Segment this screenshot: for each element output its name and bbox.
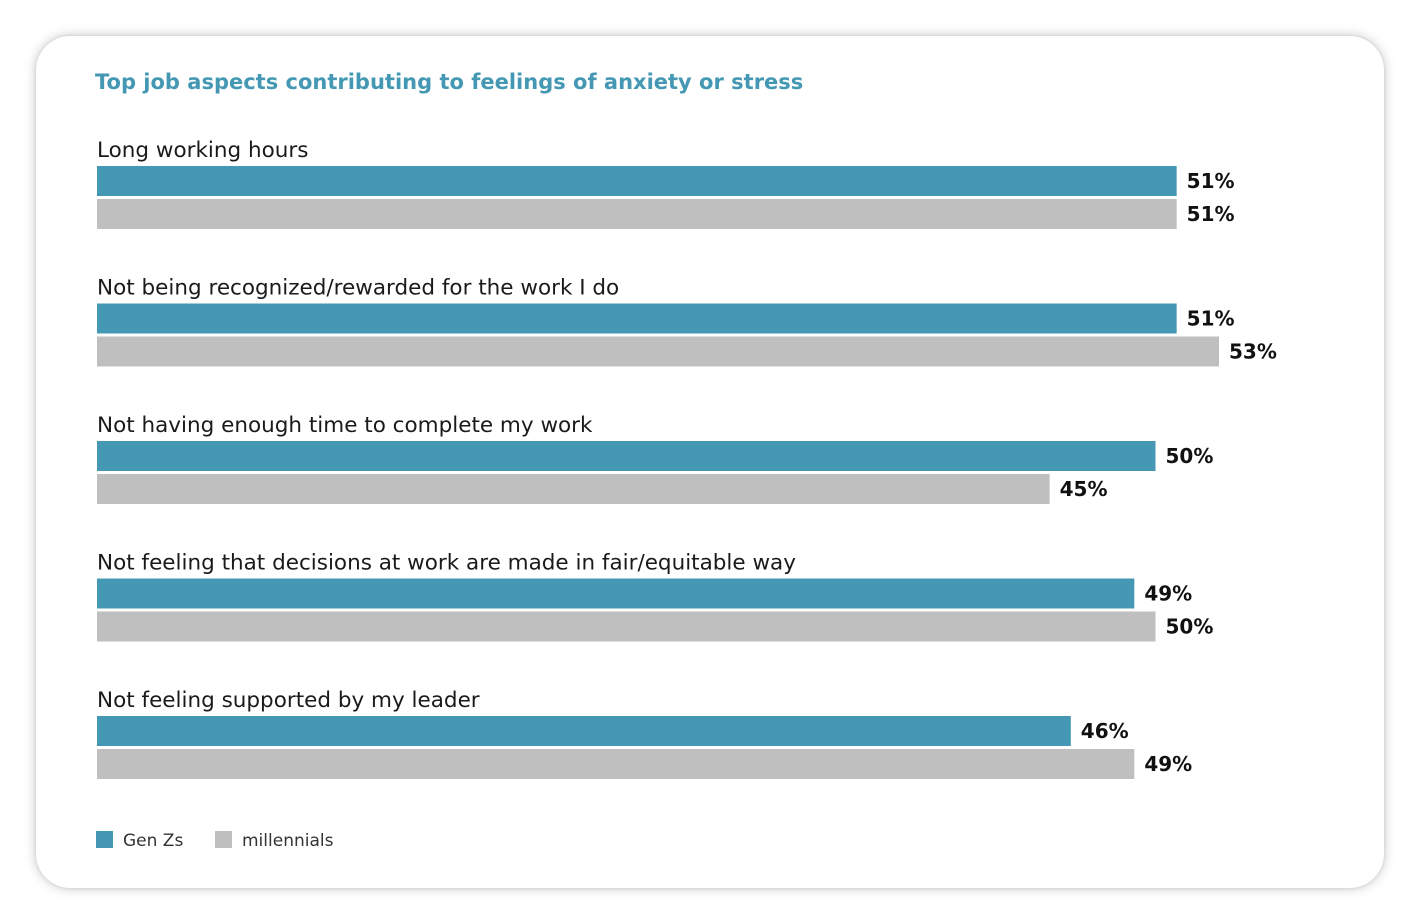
bar-genz bbox=[97, 166, 1177, 196]
category-label: Not feeling supported by my leader bbox=[97, 688, 480, 713]
category-label: Long working hours bbox=[97, 138, 308, 163]
category-group: Long working hours 51% 51% bbox=[97, 138, 1235, 229]
value-label-genz: 51% bbox=[1187, 307, 1235, 331]
bar-millennials bbox=[97, 199, 1177, 229]
bar-genz bbox=[97, 441, 1156, 471]
category-label: Not feeling that decisions at work are m… bbox=[97, 551, 796, 576]
legend: Gen Zs millennials bbox=[96, 831, 334, 851]
legend-swatch-millennials bbox=[215, 831, 232, 848]
value-label-genz: 50% bbox=[1165, 444, 1213, 468]
value-label-millennials: 49% bbox=[1144, 752, 1192, 776]
category-group: Not feeling that decisions at work are m… bbox=[97, 551, 1213, 642]
category-label: Not having enough time to complete my wo… bbox=[97, 413, 593, 438]
value-label-millennials: 53% bbox=[1229, 340, 1277, 364]
value-label-millennials: 50% bbox=[1165, 615, 1213, 639]
value-label-genz: 49% bbox=[1144, 582, 1192, 606]
category-group: Not having enough time to complete my wo… bbox=[97, 413, 1213, 504]
value-label-millennials: 45% bbox=[1060, 477, 1108, 501]
bar-genz bbox=[97, 303, 1177, 334]
bar-millennials bbox=[97, 749, 1135, 779]
value-label-millennials: 51% bbox=[1187, 202, 1235, 226]
bar-millennials bbox=[97, 474, 1050, 504]
bar-millennials bbox=[97, 336, 1219, 367]
legend-label-millennials: millennials bbox=[242, 831, 334, 851]
bar-genz bbox=[97, 578, 1135, 609]
value-label-genz: 46% bbox=[1081, 719, 1129, 743]
bar-millennials bbox=[97, 611, 1156, 642]
category-group: Not being recognized/rewarded for the wo… bbox=[97, 276, 1277, 367]
category-label: Not being recognized/rewarded for the wo… bbox=[97, 276, 619, 301]
value-label-genz: 51% bbox=[1187, 169, 1235, 193]
chart-title: Top job aspects contributing to feelings… bbox=[95, 70, 803, 94]
category-group: Not feeling supported by my leader 46% 49% bbox=[97, 688, 1192, 779]
bar-genz bbox=[97, 716, 1071, 746]
legend-swatch-genz bbox=[96, 831, 113, 848]
legend-label-genz: Gen Zs bbox=[123, 831, 183, 851]
